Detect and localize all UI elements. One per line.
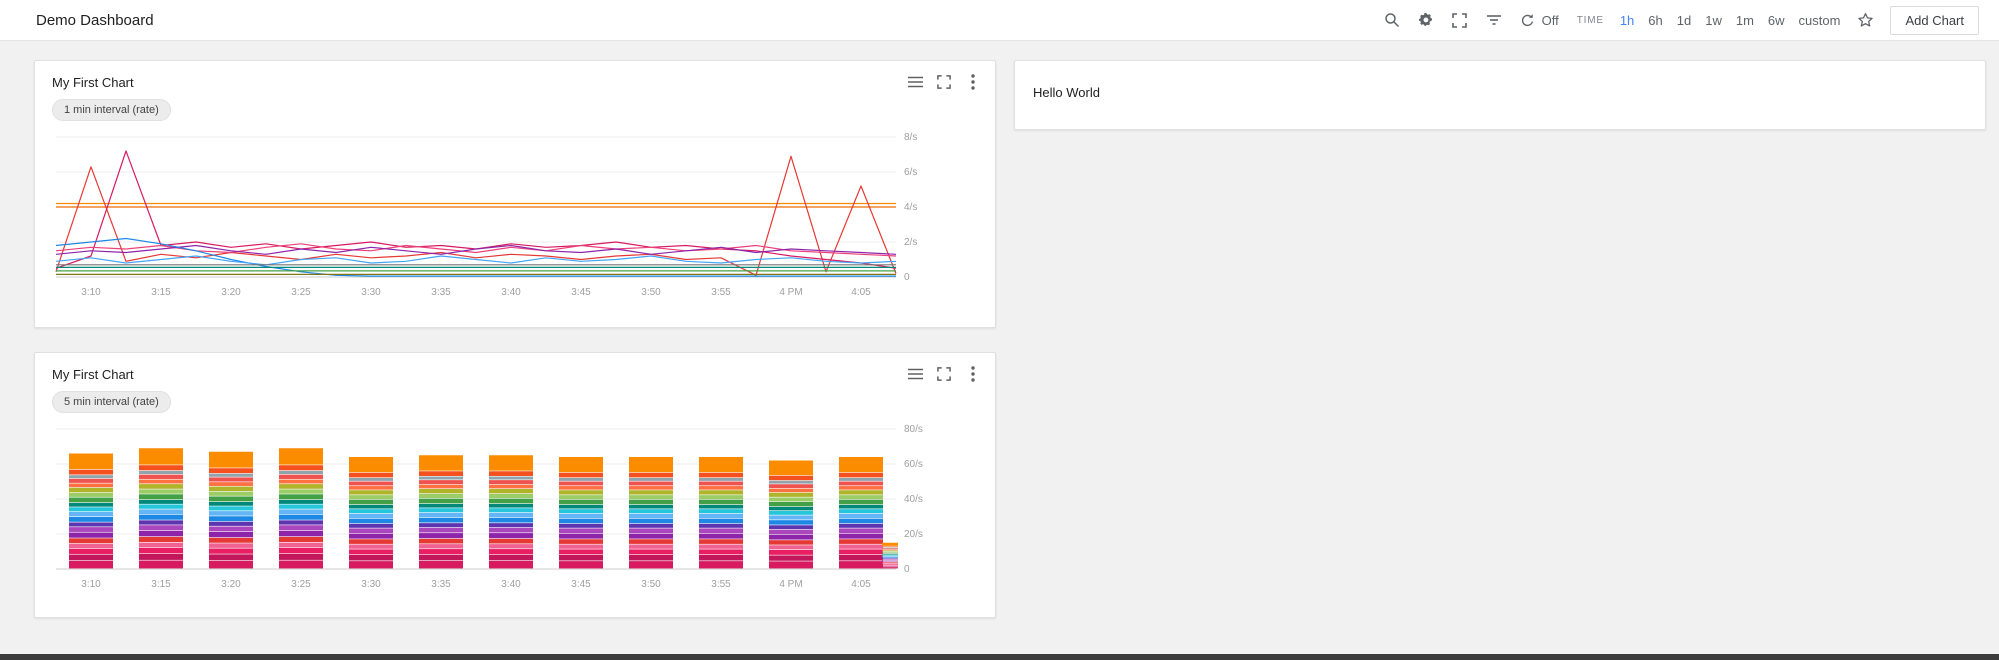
- svg-text:3:40: 3:40: [501, 579, 521, 590]
- chart-title: My First Chart: [52, 74, 134, 90]
- time-range-6h[interactable]: 6h: [1648, 12, 1663, 28]
- time-range-group: 1h 6h 1d 1w 1m 6w custom: [1620, 13, 1841, 28]
- svg-text:6/s: 6/s: [904, 167, 917, 178]
- svg-text:3:10: 3:10: [81, 579, 101, 590]
- time-range-1w[interactable]: 1w: [1705, 12, 1722, 28]
- svg-text:0: 0: [904, 272, 910, 283]
- auto-refresh-toggle[interactable]: Off: [1519, 11, 1559, 29]
- chart-card-bar: My First Chart 5 min interval (rate) 0 20…: [34, 352, 996, 618]
- taskbar-edge: [0, 654, 1999, 660]
- time-range-1h[interactable]: 1h: [1619, 12, 1635, 28]
- time-range-custom[interactable]: custom: [1798, 12, 1841, 28]
- svg-text:3:45: 3:45: [571, 287, 591, 298]
- time-range-1m[interactable]: 1m: [1735, 12, 1754, 28]
- svg-text:3:15: 3:15: [151, 579, 171, 590]
- legend-list-icon[interactable]: [907, 74, 923, 90]
- kebab-menu-icon[interactable]: [965, 366, 981, 382]
- expand-icon[interactable]: [936, 74, 952, 90]
- time-range-6w[interactable]: 6w: [1767, 12, 1785, 28]
- svg-text:3:10: 3:10: [81, 287, 101, 298]
- dashboard-body: My First Chart 1 min interval (rate) 0 2/…: [0, 41, 1999, 654]
- svg-text:3:15: 3:15: [151, 287, 171, 298]
- svg-text:8/s: 8/s: [904, 132, 917, 143]
- chart-card-line: My First Chart 1 min interval (rate) 0 2/…: [34, 60, 996, 328]
- svg-text:3:55: 3:55: [711, 579, 731, 590]
- time-label: TIME: [1576, 14, 1604, 26]
- svg-text:4/s: 4/s: [904, 202, 917, 213]
- interval-chip[interactable]: 5 min interval (rate): [52, 391, 171, 413]
- time-range-1d[interactable]: 1d: [1676, 12, 1692, 28]
- svg-text:40/s: 40/s: [904, 494, 923, 505]
- top-bar: Demo Dashboard Off TIME 1h 6h 1d 1w 1m 6…: [0, 0, 1999, 41]
- hello-world-text: Hello World: [1033, 85, 1100, 100]
- svg-text:3:55: 3:55: [711, 287, 731, 298]
- refresh-icon: [1519, 11, 1537, 29]
- refresh-state-label: Off: [1541, 12, 1559, 28]
- hello-world-card: Hello World: [1014, 60, 1986, 130]
- add-chart-button[interactable]: Add Chart: [1890, 5, 1979, 35]
- svg-text:3:40: 3:40: [501, 287, 521, 298]
- svg-text:3:25: 3:25: [291, 287, 311, 298]
- svg-text:80/s: 80/s: [904, 424, 923, 435]
- page-title: Demo Dashboard: [36, 11, 154, 29]
- svg-text:3:30: 3:30: [361, 579, 381, 590]
- svg-text:60/s: 60/s: [904, 459, 923, 470]
- search-icon[interactable]: [1383, 11, 1401, 29]
- svg-text:20/s: 20/s: [904, 529, 923, 540]
- svg-text:3:30: 3:30: [361, 287, 381, 298]
- legend-list-icon[interactable]: [907, 366, 923, 382]
- svg-text:3:50: 3:50: [641, 287, 661, 298]
- kebab-menu-icon[interactable]: [965, 74, 981, 90]
- svg-text:3:45: 3:45: [571, 579, 591, 590]
- svg-text:4:05: 4:05: [851, 579, 871, 590]
- chart-title: My First Chart: [52, 366, 134, 382]
- interval-chip[interactable]: 1 min interval (rate): [52, 99, 171, 121]
- svg-text:3:50: 3:50: [641, 579, 661, 590]
- line-chart[interactable]: 0 2/s 4/s 6/s 8/s 3:10 3:15 3:20 3:25 3:30 3:35 3:4…: [50, 125, 982, 305]
- svg-text:3:25: 3:25: [291, 579, 311, 590]
- svg-text:3:35: 3:35: [431, 287, 451, 298]
- svg-text:0: 0: [904, 564, 910, 575]
- svg-text:4:05: 4:05: [851, 287, 871, 298]
- svg-text:3:20: 3:20: [221, 579, 241, 590]
- stacked-bar-chart[interactable]: 0 20/s 40/s 60/s 80/s 3:10 3:15 3:20 3:25 3:30 3:3…: [50, 417, 982, 597]
- gear-icon[interactable]: [1417, 11, 1435, 29]
- svg-text:4 PM: 4 PM: [779, 579, 802, 590]
- svg-text:2/s: 2/s: [904, 237, 917, 248]
- toolbar: Off TIME 1h 6h 1d 1w 1m 6w custom Add Ch…: [1383, 5, 1979, 35]
- star-icon[interactable]: [1856, 11, 1874, 29]
- filter-icon[interactable]: [1485, 11, 1503, 29]
- svg-text:4 PM: 4 PM: [779, 287, 802, 298]
- svg-text:3:35: 3:35: [431, 579, 451, 590]
- svg-text:3:20: 3:20: [221, 287, 241, 298]
- fullscreen-icon[interactable]: [1451, 11, 1469, 29]
- expand-icon[interactable]: [936, 366, 952, 382]
